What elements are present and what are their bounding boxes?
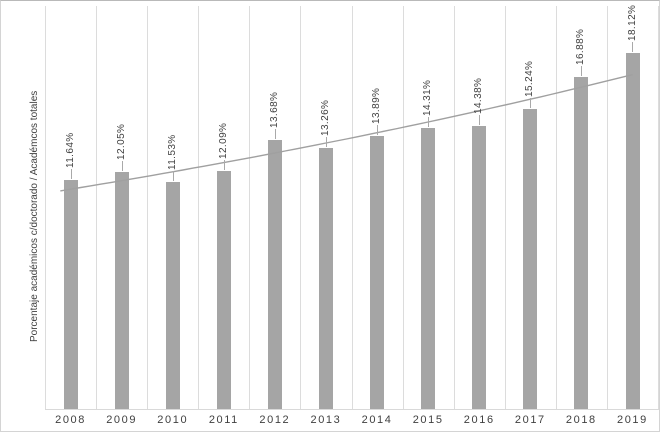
x-axis-label: 2015	[412, 414, 444, 426]
label-leader-line	[122, 161, 123, 172]
bar-2008	[63, 180, 78, 409]
bar-2010	[165, 182, 180, 409]
label-leader-line	[377, 124, 378, 135]
x-axis-label: 2012	[259, 414, 291, 426]
bar-2019	[625, 52, 640, 409]
gridline	[147, 6, 149, 409]
gridline	[198, 6, 200, 409]
bar-value-label: 15.24%	[524, 61, 536, 98]
bar-value-label: 14.31%	[422, 79, 434, 116]
label-leader-line	[224, 160, 225, 171]
gridline	[555, 6, 557, 409]
gridline	[504, 6, 506, 409]
gridline	[249, 6, 251, 409]
bar-value-label: 18.12%	[626, 4, 638, 41]
x-axis-line	[45, 409, 659, 410]
bar-2015	[421, 127, 436, 409]
gridline	[300, 6, 302, 409]
bar-2016	[472, 126, 487, 409]
x-axis-label: 2016	[463, 414, 495, 426]
label-leader-line	[275, 129, 276, 140]
label-leader-line	[479, 115, 480, 126]
label-leader-line	[173, 171, 174, 182]
label-leader-line	[581, 66, 582, 77]
bar-value-label: 12.05%	[115, 123, 127, 161]
gridline	[658, 6, 659, 409]
label-leader-line	[326, 137, 327, 148]
bar-value-label: 12.09%	[217, 122, 229, 160]
x-axis-label: 2011	[208, 414, 239, 426]
bar-value-label: 14.38%	[473, 77, 485, 115]
gridline	[45, 6, 46, 409]
y-axis-title: Porcentaje académicos c/doctorado / Acad…	[29, 90, 40, 342]
label-leader-line	[71, 169, 72, 180]
x-axis-label: 2018	[565, 414, 597, 426]
x-axis-label: 2014	[361, 414, 393, 426]
x-axis-label: 2008	[55, 414, 86, 426]
bar-value-label: 11.53%	[166, 134, 178, 171]
bar-2009	[114, 172, 129, 409]
bar-2013	[319, 148, 333, 409]
bar-value-label: 16.88%	[575, 28, 587, 66]
gridline	[96, 6, 98, 409]
x-axis-label: 2010	[157, 414, 189, 426]
x-axis-label: 2013	[310, 414, 342, 426]
trendline	[60, 74, 633, 192]
gridline	[453, 6, 455, 409]
bar-2012	[267, 140, 282, 409]
label-leader-line	[530, 98, 531, 109]
x-axis-label: 2017	[514, 414, 546, 426]
bar-value-label: 13.26%	[320, 99, 331, 137]
gridline	[606, 6, 608, 409]
bar-2014	[370, 135, 384, 409]
bar-2018	[574, 77, 589, 409]
bar-value-label: 11.64%	[64, 132, 76, 169]
x-axis-label: 2019	[617, 414, 648, 426]
x-axis-label: 2009	[106, 414, 138, 426]
label-leader-line	[632, 41, 633, 52]
gridline	[351, 6, 353, 409]
bar-2017	[523, 109, 538, 409]
bar-value-label: 13.89%	[371, 87, 382, 124]
bar-value-label: 13.68%	[268, 91, 280, 129]
label-leader-line	[428, 116, 429, 127]
bar-2011	[216, 171, 231, 409]
gridline	[402, 6, 404, 409]
